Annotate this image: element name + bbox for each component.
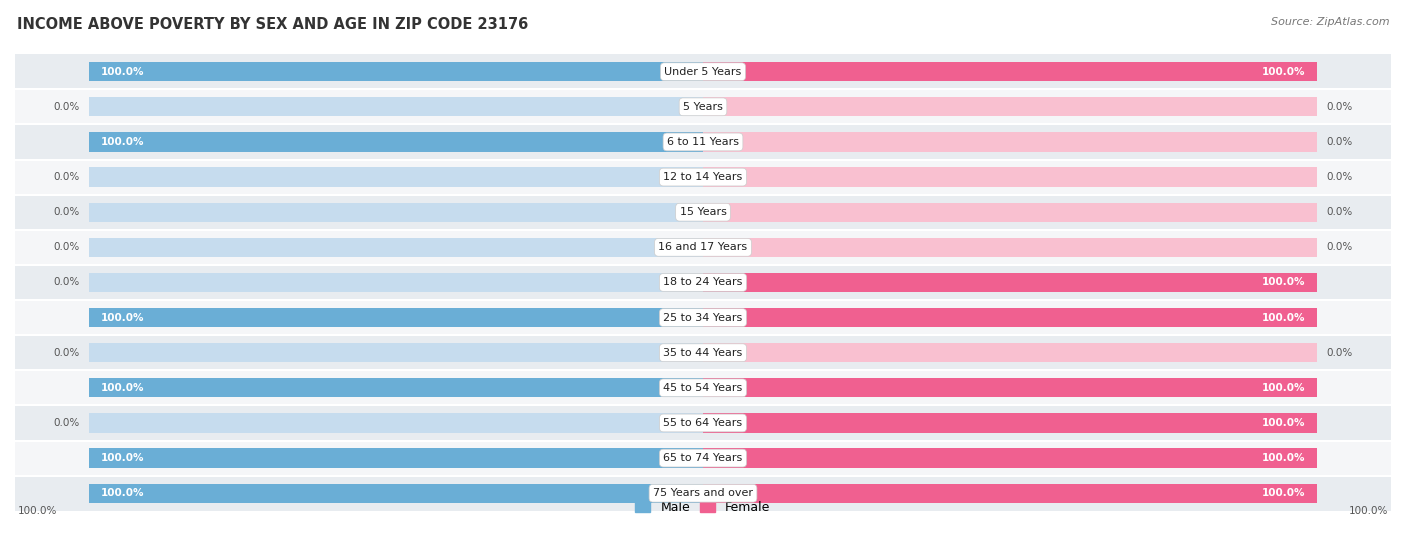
Bar [89, 238, 703, 257]
Bar [89, 413, 703, 433]
Text: 35 to 44 Years: 35 to 44 Years [664, 348, 742, 358]
Text: 100.0%: 100.0% [1261, 418, 1305, 428]
Text: 0.0%: 0.0% [1326, 243, 1353, 252]
Text: 0.0%: 0.0% [53, 243, 80, 252]
Bar [15, 370, 1391, 405]
Text: 0.0%: 0.0% [53, 348, 80, 358]
Text: 0.0%: 0.0% [1326, 207, 1353, 217]
Bar [89, 484, 703, 503]
Text: 75 Years and over: 75 Years and over [652, 488, 754, 498]
Text: 55 to 64 Years: 55 to 64 Years [664, 418, 742, 428]
Text: 0.0%: 0.0% [1326, 172, 1353, 182]
Bar [89, 378, 703, 397]
Bar [89, 448, 703, 468]
Bar [89, 273, 703, 292]
Text: Under 5 Years: Under 5 Years [665, 67, 741, 77]
Text: 100.0%: 100.0% [101, 383, 145, 393]
Bar [703, 343, 1317, 362]
Text: 100.0%: 100.0% [1261, 453, 1305, 463]
Text: INCOME ABOVE POVERTY BY SEX AND AGE IN ZIP CODE 23176: INCOME ABOVE POVERTY BY SEX AND AGE IN Z… [17, 17, 529, 32]
Text: 0.0%: 0.0% [53, 102, 80, 112]
Text: 45 to 54 Years: 45 to 54 Years [664, 383, 742, 393]
Text: 65 to 74 Years: 65 to 74 Years [664, 453, 742, 463]
Bar [15, 159, 1391, 195]
Text: 100.0%: 100.0% [101, 67, 145, 77]
Bar [703, 238, 1317, 257]
Text: 18 to 24 Years: 18 to 24 Years [664, 277, 742, 287]
Bar [703, 97, 1317, 116]
Bar [89, 308, 703, 327]
Text: 0.0%: 0.0% [53, 418, 80, 428]
Bar [89, 167, 703, 187]
Bar [703, 378, 1317, 397]
Bar [15, 230, 1391, 265]
Text: 12 to 14 Years: 12 to 14 Years [664, 172, 742, 182]
Text: 100.0%: 100.0% [18, 506, 58, 516]
Bar [15, 265, 1391, 300]
Bar [703, 62, 1317, 82]
Bar [703, 202, 1317, 222]
Bar [15, 335, 1391, 370]
Text: 6 to 11 Years: 6 to 11 Years [666, 137, 740, 147]
Text: 0.0%: 0.0% [53, 277, 80, 287]
Text: 100.0%: 100.0% [1348, 506, 1388, 516]
Text: 0.0%: 0.0% [1326, 137, 1353, 147]
Bar [703, 132, 1317, 151]
Text: 5 Years: 5 Years [683, 102, 723, 112]
Bar [89, 132, 703, 151]
Text: 100.0%: 100.0% [1261, 67, 1305, 77]
Bar [89, 62, 703, 82]
Text: 25 to 34 Years: 25 to 34 Years [664, 312, 742, 323]
Text: 100.0%: 100.0% [1261, 277, 1305, 287]
Text: 100.0%: 100.0% [1261, 312, 1305, 323]
Text: 100.0%: 100.0% [1261, 488, 1305, 498]
Bar [15, 125, 1391, 159]
Bar [703, 167, 1317, 187]
Text: 0.0%: 0.0% [53, 207, 80, 217]
Bar [703, 484, 1317, 503]
Bar [703, 273, 1317, 292]
Text: 100.0%: 100.0% [101, 488, 145, 498]
Text: 15 Years: 15 Years [679, 207, 727, 217]
Bar [15, 440, 1391, 476]
Text: 0.0%: 0.0% [1326, 348, 1353, 358]
Text: 100.0%: 100.0% [1261, 383, 1305, 393]
Bar [15, 89, 1391, 125]
Text: 100.0%: 100.0% [101, 312, 145, 323]
Bar [703, 448, 1317, 468]
Bar [89, 343, 703, 362]
Bar [703, 308, 1317, 327]
Text: 0.0%: 0.0% [53, 172, 80, 182]
Text: 0.0%: 0.0% [1326, 102, 1353, 112]
Bar [15, 300, 1391, 335]
Bar [703, 413, 1317, 433]
Bar [15, 195, 1391, 230]
Bar [15, 54, 1391, 89]
Text: 100.0%: 100.0% [101, 453, 145, 463]
Text: Source: ZipAtlas.com: Source: ZipAtlas.com [1271, 17, 1389, 27]
Bar [89, 202, 703, 222]
Bar [15, 405, 1391, 440]
Text: 100.0%: 100.0% [101, 137, 145, 147]
Legend: Male, Female: Male, Female [636, 501, 770, 514]
Bar [89, 97, 703, 116]
Text: 16 and 17 Years: 16 and 17 Years [658, 243, 748, 252]
Bar [15, 476, 1391, 511]
